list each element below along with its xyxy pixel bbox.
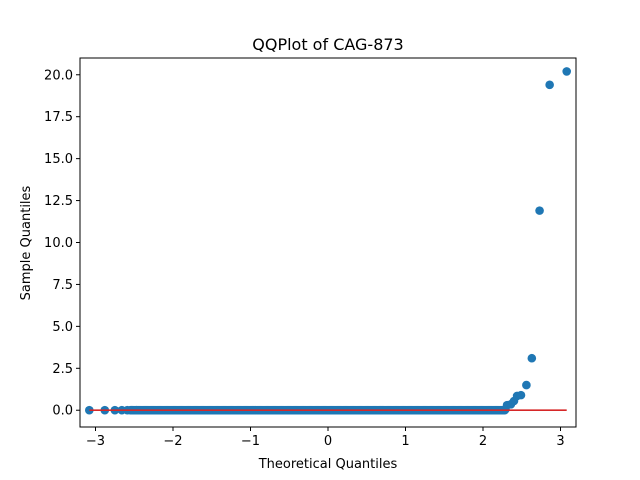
y-tick-label: 17.5 [44, 110, 73, 125]
y-tick-label: 15.0 [44, 152, 73, 167]
y-tick-label: 20.0 [44, 68, 73, 83]
x-tick-label: 2 [479, 434, 487, 449]
data-point [522, 380, 531, 390]
data-point [545, 80, 554, 90]
y-tick-label: 7.5 [52, 278, 73, 293]
data-point [516, 390, 526, 400]
chart-title: QQPlot of CAG-873 [252, 35, 403, 54]
x-tick-label: −3 [86, 434, 105, 449]
x-tick-label: −1 [241, 434, 260, 449]
x-tick-label: 0 [324, 434, 332, 449]
x-tick-label: −2 [163, 434, 182, 449]
x-tick-label: 3 [556, 434, 564, 449]
y-tick-label: 10.0 [44, 236, 73, 251]
y-tick-label: 5.0 [52, 320, 73, 335]
x-tick-label: 1 [401, 434, 409, 449]
plot-area [85, 67, 571, 415]
y-axis-title: Sample Quantiles [19, 185, 34, 300]
data-point [562, 67, 571, 76]
x-axis-title: Theoretical Quantiles [258, 457, 398, 472]
y-tick-label: 2.5 [52, 362, 73, 377]
axes: −3 −2 −1 0 1 2 3 0.0 2.5 5.0 7.5 10.0 12.5 15.0 17.5 20… [44, 57, 577, 449]
y-tick-label: 0.0 [52, 404, 73, 419]
y-tick-label: 12.5 [44, 194, 73, 209]
data-point [535, 206, 544, 215]
data-point [527, 353, 537, 363]
